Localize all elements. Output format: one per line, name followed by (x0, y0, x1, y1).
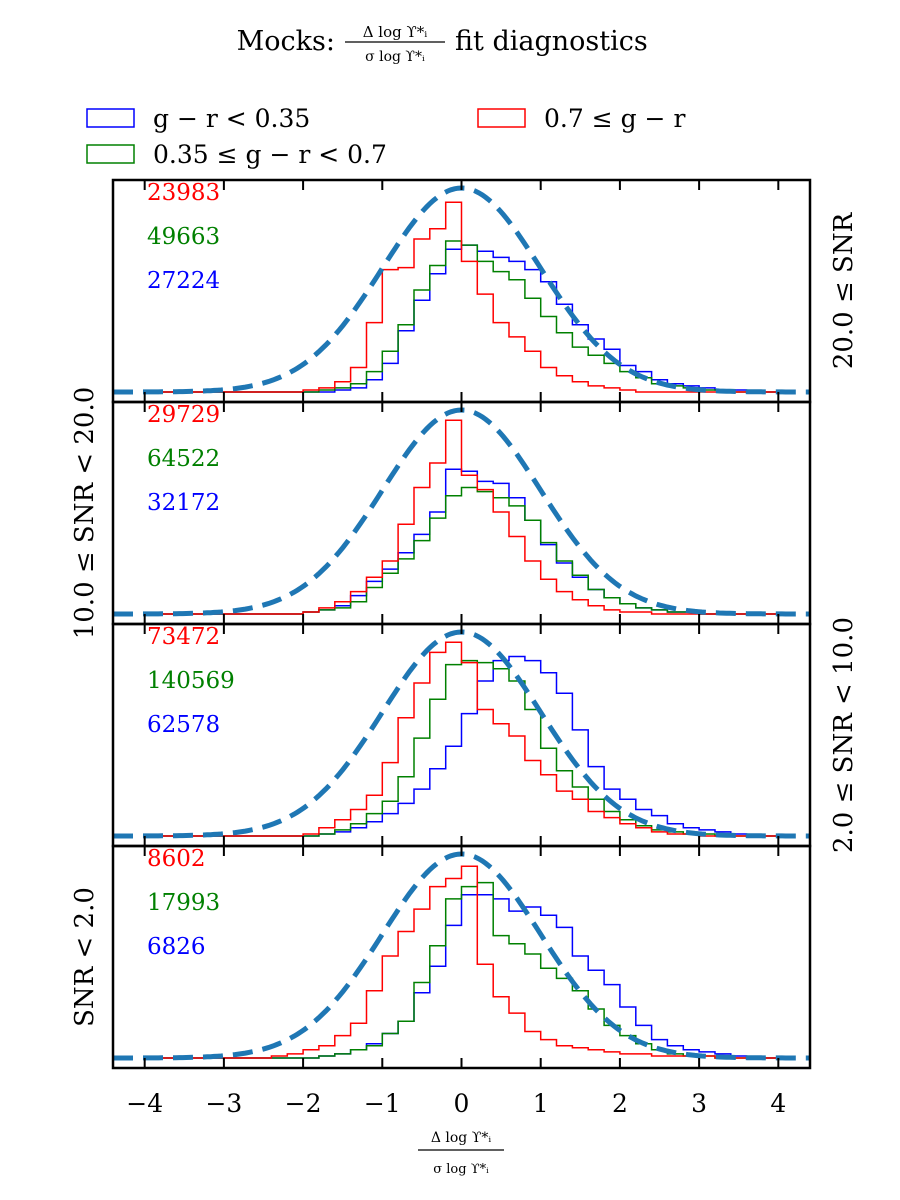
histogram-red-panel-1 (144, 201, 779, 393)
panel-frame-4 (111, 844, 812, 1070)
histogram-blue-panel-3 (144, 655, 779, 837)
count-label-green-panel-3: 140569 (147, 668, 235, 694)
gaussian-curve-panel-4 (113, 851, 810, 1061)
title-suffix: fit diagnostics (455, 26, 648, 57)
legend-label-blue: g − r < 0.35 (153, 104, 310, 133)
count-label-blue-panel-3: 62578 (147, 712, 220, 738)
count-label-red-panel-4: 8602 (147, 846, 206, 872)
count-label-red-panel-1: 23983 (147, 180, 220, 206)
histogram-blue-panel-4 (144, 894, 779, 1059)
panel-label-panel-4: SNR < 2.0 (70, 887, 100, 1027)
count-label-blue-panel-1: 27224 (147, 268, 220, 294)
panel-label-panel-1: 20.0 ≤ SNR (829, 211, 859, 369)
panel-label-panel-3: 2.0 ≤ SNR < 10.0 (829, 617, 859, 853)
count-label-red-panel-3: 73472 (147, 624, 220, 650)
x-tick-label: 1 (533, 1089, 549, 1118)
legend: g − r < 0.35 0.35 ≤ g − r < 0.7 0.7 ≤ g … (86, 104, 685, 169)
legend-swatch-green (86, 144, 135, 164)
xlabel-denominator: σ log ϒ*ᵢ (433, 1162, 489, 1177)
x-tick-label: −3 (205, 1089, 242, 1118)
panels: 23983 49663 27224 20.0 ≤ SNR 29729 64522 32172… (70, 178, 859, 1118)
count-label-red-panel-2: 29729 (147, 402, 220, 428)
x-tick-label: −4 (126, 1089, 163, 1118)
panel-1: 23983 49663 27224 20.0 ≤ SNR (111, 178, 859, 404)
histogram-green-panel-4 (144, 881, 779, 1059)
panel-4: 8602 17993 6826 SNR < 2.0 (70, 844, 812, 1070)
histogram-red-panel-3 (144, 641, 779, 837)
histogram-red-panel-4 (144, 865, 779, 1059)
legend-label-red: 0.7 ≤ g − r (544, 104, 685, 133)
legend-swatch-blue (86, 108, 135, 128)
chart-title: Mocks: Δ log ϒ*ᵢ σ log ϒ*ᵢ fit diagnosti… (237, 23, 648, 65)
histogram-blue-panel-1 (144, 244, 779, 393)
x-tick-label: −1 (364, 1089, 401, 1118)
count-label-green-panel-1: 49663 (147, 224, 220, 250)
legend-label-green: 0.35 ≤ g − r < 0.7 (153, 140, 387, 169)
histogram-red-panel-2 (144, 419, 779, 615)
panel-3: 73472 140569 62578 2.0 ≤ SNR < 10.0 (111, 617, 859, 853)
count-label-blue-panel-2: 32172 (147, 490, 220, 516)
title-prefix: Mocks: (237, 26, 335, 57)
panel-2: 29729 64522 32172 10.0 ≤ SNR < 20.0 (70, 387, 812, 640)
title-fraction-denominator: σ log ϒ*ᵢ (365, 49, 425, 65)
legend-swatch-red (477, 108, 526, 128)
panel-label-panel-2: 10.0 ≤ SNR < 20.0 (70, 387, 100, 640)
xlabel-numerator: Δ log ϒ*ᵢ (431, 1130, 491, 1146)
histogram-green-panel-2 (144, 486, 779, 615)
title-fraction-numerator: Δ log ϒ*ᵢ (363, 23, 428, 41)
x-tick-label: 2 (612, 1089, 628, 1118)
count-label-blue-panel-4: 6826 (147, 934, 206, 960)
x-tick-label: 4 (770, 1089, 786, 1118)
x-tick-label: 3 (691, 1089, 707, 1118)
x-tick-label: −2 (285, 1089, 322, 1118)
count-label-green-panel-4: 17993 (147, 890, 220, 916)
histogram-green-panel-3 (144, 659, 779, 837)
x-tick-label: 0 (454, 1089, 470, 1118)
histogram-green-panel-1 (144, 240, 779, 393)
x-axis-label: Δ log ϒ*ᵢ σ log ϒ*ᵢ (418, 1130, 504, 1177)
count-label-green-panel-2: 64522 (147, 446, 220, 472)
